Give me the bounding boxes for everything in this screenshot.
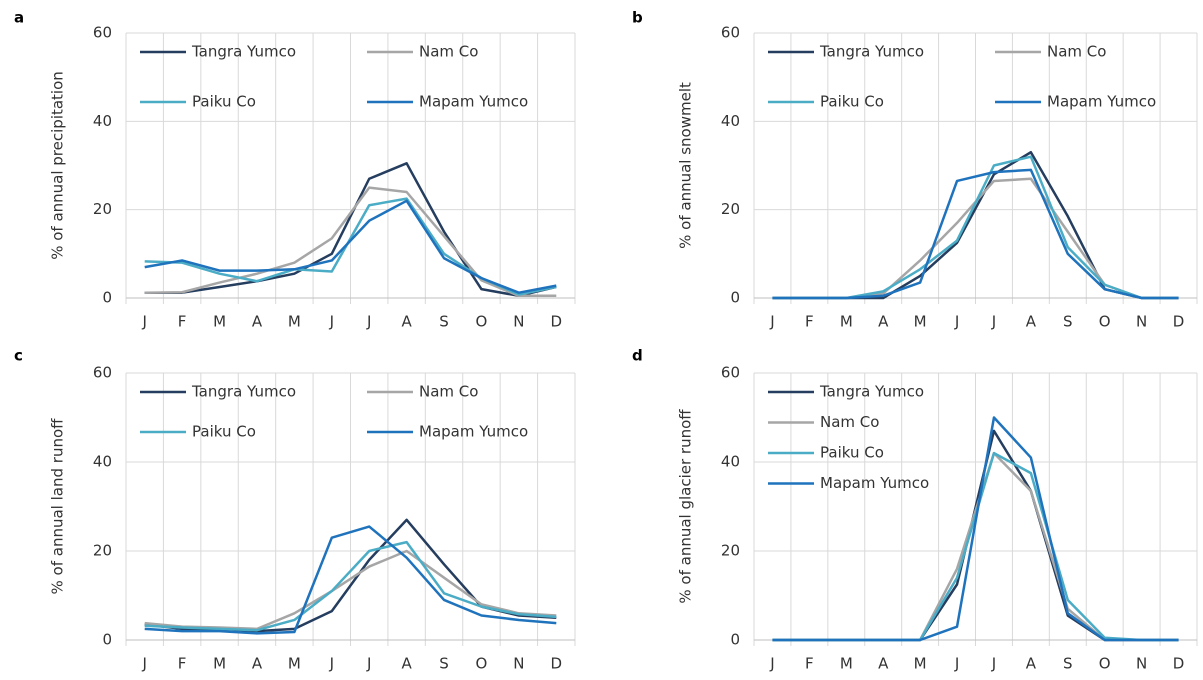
- x-tick-label: O: [476, 313, 488, 331]
- x-tick-label: S: [1063, 655, 1073, 673]
- series-line: [144, 540, 557, 632]
- x-tick-label: J: [769, 313, 774, 331]
- series-line: [144, 525, 557, 635]
- legend-label: Paiku Co: [192, 93, 256, 111]
- y-tick-label: 20: [721, 542, 740, 560]
- y-axis-title: % of annual precipitation: [49, 71, 67, 260]
- x-tick-label: A: [878, 313, 889, 331]
- y-axis-title: % of annual glacier runoff: [677, 409, 695, 604]
- x-tick-label: J: [991, 313, 996, 331]
- legend-label: Nam Co: [820, 413, 879, 431]
- series-line: [144, 549, 557, 631]
- legend-label: Nam Co: [419, 383, 478, 401]
- y-tick-label: 20: [93, 200, 112, 218]
- panel-label: c: [14, 347, 23, 365]
- y-tick-label: 60: [93, 364, 112, 382]
- panel-label: a: [14, 9, 24, 27]
- x-tick-label: M: [288, 313, 301, 331]
- x-tick-label: A: [401, 655, 412, 673]
- series-line: [772, 416, 1179, 642]
- x-tick-label: A: [1026, 655, 1037, 673]
- y-tick-label: 40: [721, 112, 740, 130]
- legend-label: Mapam Yumco: [820, 474, 929, 492]
- x-tick-label: F: [178, 655, 187, 673]
- x-tick-label: M: [840, 313, 853, 331]
- x-tick-label: A: [1026, 313, 1037, 331]
- legend-label: Paiku Co: [820, 93, 884, 111]
- x-tick-label: O: [1099, 313, 1111, 331]
- legend-label: Tangra Yumco: [191, 43, 296, 61]
- legend-label: Mapam Yumco: [419, 93, 528, 111]
- legend-label: Tangra Yumco: [819, 383, 924, 401]
- y-tick-label: 0: [102, 631, 112, 649]
- x-tick-label: D: [1173, 655, 1185, 673]
- y-tick-label: 60: [93, 24, 112, 42]
- legend-label: Tangra Yumco: [819, 43, 924, 61]
- x-tick-label: O: [1099, 655, 1111, 673]
- x-tick-label: S: [439, 655, 449, 673]
- legend-label: Paiku Co: [820, 444, 884, 462]
- y-tick-label: 40: [93, 112, 112, 130]
- x-tick-label: J: [329, 313, 334, 331]
- x-tick-label: M: [213, 313, 226, 331]
- panel-label: b: [632, 9, 643, 27]
- y-axis-title: % of annual land runoff: [49, 418, 67, 595]
- y-tick-label: 20: [721, 200, 740, 218]
- y-tick-label: 60: [721, 364, 740, 382]
- x-tick-label: M: [914, 655, 927, 673]
- x-tick-label: J: [141, 655, 146, 673]
- x-tick-label: J: [329, 655, 334, 673]
- x-tick-label: J: [991, 655, 996, 673]
- x-tick-label: N: [1136, 313, 1147, 331]
- x-tick-label: J: [366, 313, 371, 331]
- series-line: [772, 168, 1179, 300]
- legend-label: Mapam Yumco: [419, 423, 528, 441]
- x-tick-label: A: [401, 313, 412, 331]
- x-tick-label: N: [513, 313, 524, 331]
- y-tick-label: 20: [93, 542, 112, 560]
- x-tick-label: J: [769, 655, 774, 673]
- y-tick-label: 40: [721, 453, 740, 471]
- y-tick-label: 0: [730, 289, 740, 307]
- x-tick-label: N: [1136, 655, 1147, 673]
- legend-label: Nam Co: [419, 43, 478, 61]
- y-tick-label: 60: [721, 24, 740, 42]
- legend-label: Tangra Yumco: [191, 383, 296, 401]
- x-tick-label: O: [476, 655, 488, 673]
- panel-label: d: [632, 347, 643, 365]
- x-tick-label: J: [366, 655, 371, 673]
- x-tick-label: D: [551, 313, 563, 331]
- legend-label: Mapam Yumco: [1047, 93, 1156, 111]
- x-tick-label: D: [1173, 313, 1185, 331]
- x-tick-label: S: [439, 313, 449, 331]
- legend-label: Nam Co: [1047, 43, 1106, 61]
- legend-label: Paiku Co: [192, 423, 256, 441]
- x-tick-label: S: [1063, 313, 1073, 331]
- x-tick-label: A: [878, 655, 889, 673]
- x-tick-label: A: [252, 655, 263, 673]
- x-tick-label: D: [551, 655, 563, 673]
- x-tick-label: J: [954, 313, 959, 331]
- x-tick-label: M: [213, 655, 226, 673]
- x-tick-label: F: [805, 655, 814, 673]
- x-tick-label: J: [954, 655, 959, 673]
- x-tick-label: A: [252, 313, 263, 331]
- x-tick-label: F: [805, 313, 814, 331]
- y-tick-label: 0: [730, 631, 740, 649]
- x-tick-label: M: [840, 655, 853, 673]
- x-tick-label: N: [513, 655, 524, 673]
- series-line: [144, 162, 557, 298]
- y-axis-title: % of annual snowmelt: [677, 82, 695, 249]
- x-tick-label: M: [914, 313, 927, 331]
- x-tick-label: F: [178, 313, 187, 331]
- series-line: [144, 199, 557, 294]
- y-tick-label: 40: [93, 453, 112, 471]
- x-tick-label: M: [288, 655, 301, 673]
- series-line: [144, 186, 557, 298]
- y-tick-label: 0: [102, 289, 112, 307]
- x-tick-label: J: [141, 313, 146, 331]
